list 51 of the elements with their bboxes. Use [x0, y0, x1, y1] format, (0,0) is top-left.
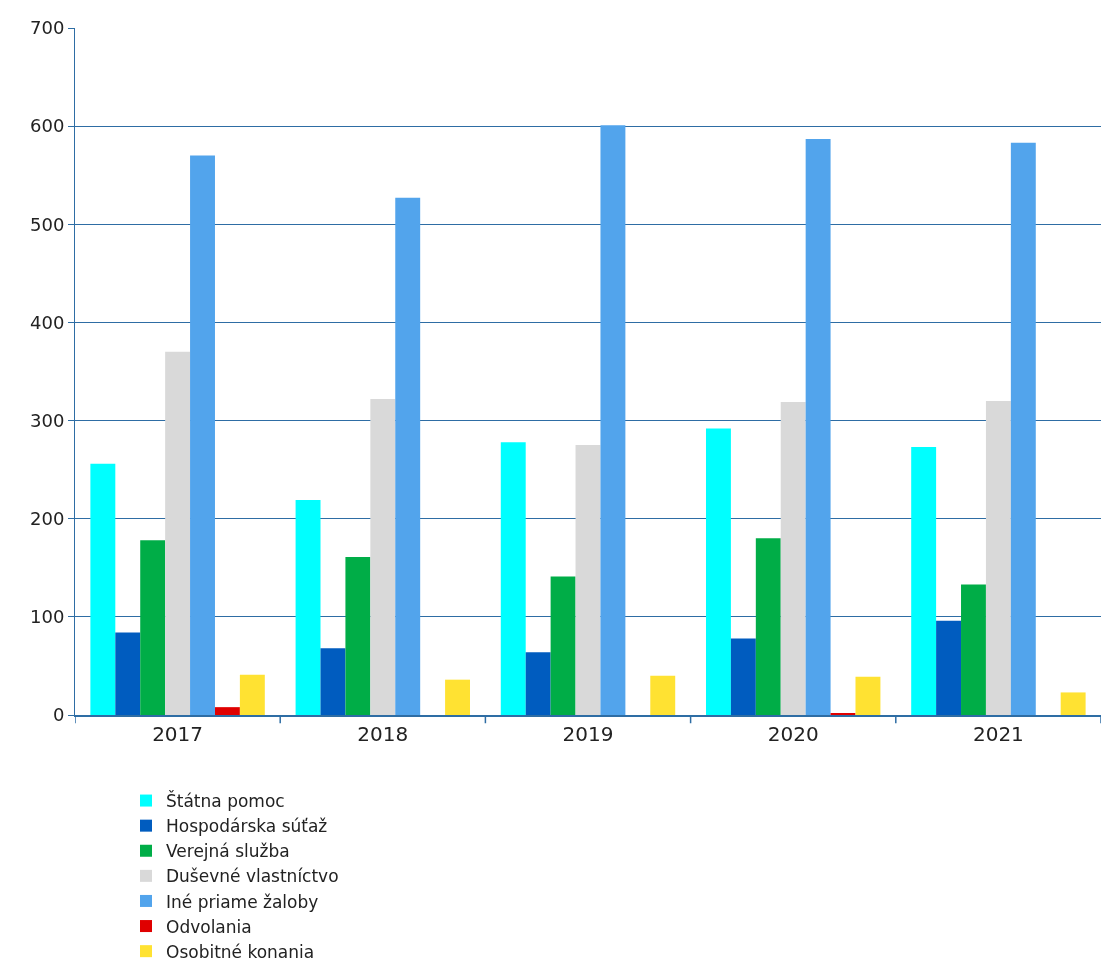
bar — [961, 584, 986, 715]
bar — [214, 707, 240, 715]
bar — [140, 540, 166, 715]
bar — [90, 463, 116, 715]
y-tick-label: 600 — [30, 115, 65, 137]
bar — [550, 576, 576, 715]
bar — [295, 500, 321, 715]
y-tick-label: 700 — [30, 17, 65, 39]
bar — [115, 632, 141, 715]
bar — [780, 401, 806, 715]
bar — [165, 351, 191, 715]
legend-label: Odvolania — [166, 916, 252, 937]
x-tick-label: 2017 — [152, 721, 204, 746]
bar — [730, 638, 756, 715]
y-tick-label: 300 — [30, 409, 65, 431]
y-tick-label: 100 — [30, 606, 65, 628]
bar — [1060, 692, 1086, 715]
bar — [650, 675, 676, 715]
bar — [320, 648, 346, 715]
legend-label: Hospodárska súťaž — [166, 816, 328, 837]
bar — [445, 679, 471, 715]
bar — [1010, 142, 1036, 715]
bar — [190, 155, 215, 715]
bar — [370, 398, 396, 715]
x-tick-label: 2020 — [767, 721, 819, 746]
bar — [345, 556, 371, 715]
bar — [855, 676, 881, 715]
bar — [525, 652, 551, 715]
legend-label: Verejná služba — [166, 841, 290, 862]
x-tick-label: 2021 — [972, 721, 1024, 746]
bar — [500, 442, 526, 715]
bar — [239, 674, 265, 715]
x-tick-label: 2019 — [562, 721, 614, 746]
bar — [395, 197, 421, 715]
legend-label: Osobitné konania — [166, 941, 315, 962]
bar — [755, 538, 781, 715]
legend-label: Iné priame žaloby — [166, 891, 319, 912]
bar — [936, 620, 962, 715]
x-tick-label: 2018 — [357, 721, 409, 746]
bar — [575, 445, 601, 715]
y-tick-label: 200 — [30, 508, 65, 530]
bar — [805, 138, 831, 715]
bar — [911, 447, 937, 715]
y-tick-label: 0 — [52, 704, 65, 726]
legend-label: Duševné vlastníctvo — [166, 866, 339, 887]
y-tick-label: 400 — [30, 311, 65, 333]
bar — [600, 125, 626, 715]
bar — [705, 428, 731, 715]
legend-label: Štátna pomoc — [166, 790, 285, 812]
bar — [985, 400, 1011, 715]
y-tick-label: 500 — [30, 213, 65, 235]
